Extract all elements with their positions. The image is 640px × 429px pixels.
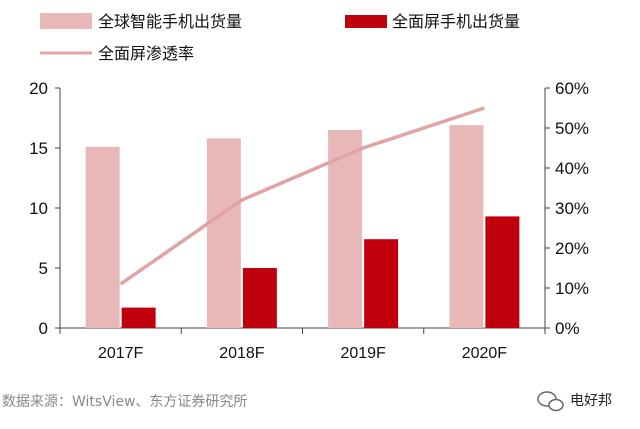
right-tick-label: 30% xyxy=(555,199,589,218)
right-tick-label: 20% xyxy=(555,239,589,258)
left-axis-ticks: 0 5 10 15 20 xyxy=(29,79,60,338)
watermark: 电好邦 xyxy=(537,391,612,412)
left-tick-label: 5 xyxy=(39,259,48,278)
bar-fullscreen-shipments xyxy=(364,239,399,328)
x-tick-label: 2020F xyxy=(462,345,508,362)
left-tick-label: 20 xyxy=(29,79,48,98)
x-tick-label: 2018F xyxy=(219,345,265,362)
right-tick-label: 50% xyxy=(555,119,589,138)
bar-global-shipments xyxy=(206,138,241,328)
x-axis-ticks: 2017F 2018F 2019F 2020F xyxy=(59,328,546,362)
x-tick-label: 2019F xyxy=(340,345,386,362)
legend-swatch-fullscreen-shipments xyxy=(345,15,387,28)
bar-fullscreen-shipments xyxy=(242,268,277,328)
right-tick-label: 10% xyxy=(555,279,589,298)
penetration-rate-line xyxy=(119,106,485,286)
left-tick-label: 10 xyxy=(29,199,48,218)
legend-label-penetration-rate: 全面屏渗透率 xyxy=(98,44,194,63)
left-tick-label: 0 xyxy=(39,319,48,338)
watermark-label: 电好邦 xyxy=(570,393,612,409)
right-tick-label: 60% xyxy=(555,79,589,98)
right-axis-ticks: 0% 10% 20% 30% 40% 50% 60% xyxy=(545,79,589,338)
right-tick-label: 40% xyxy=(555,159,589,178)
legend: 全球智能手机出货量 全面屏手机出货量 全面屏渗透率 xyxy=(40,12,520,63)
bars xyxy=(85,125,520,328)
bar-fullscreen-shipments xyxy=(485,216,520,328)
bar-global-shipments xyxy=(449,125,484,328)
left-tick-label: 15 xyxy=(29,139,48,158)
source-note: 数据来源：WitsView、东方证券研究所 xyxy=(2,394,247,410)
bar-fullscreen-shipments xyxy=(121,307,156,328)
x-tick-label: 2017F xyxy=(98,345,144,362)
right-tick-label: 0% xyxy=(555,319,580,338)
legend-swatch-global-shipments xyxy=(40,13,92,29)
penetration-line xyxy=(119,106,485,286)
legend-label-global-shipments: 全球智能手机出货量 xyxy=(98,12,242,31)
wechat-icon xyxy=(537,391,564,412)
legend-label-fullscreen-shipments: 全面屏手机出货量 xyxy=(392,12,520,31)
bar-global-shipments xyxy=(328,130,363,328)
bar-global-shipments xyxy=(85,146,120,328)
